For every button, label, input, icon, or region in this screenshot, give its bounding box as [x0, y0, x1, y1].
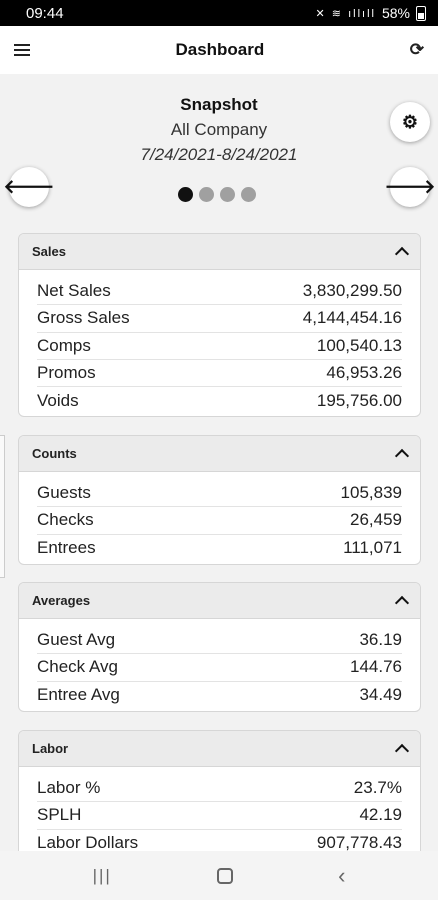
refresh-icon[interactable]: ⟳ — [409, 40, 424, 59]
row-value: 144.76 — [350, 657, 402, 677]
row-value: 34.49 — [359, 685, 402, 705]
row-label: SPLH — [37, 805, 82, 825]
battery-icon — [416, 5, 426, 21]
table-row: Guests 105,839 — [37, 480, 402, 508]
chevron-up-icon[interactable] — [394, 448, 410, 464]
row-label: Entree Avg — [37, 685, 120, 705]
row-value: 26,459 — [350, 510, 402, 530]
row-label: Promos — [37, 363, 96, 383]
card-title: Counts — [32, 446, 77, 461]
row-label: Labor Dollars — [37, 833, 139, 853]
row-value: 36.19 — [359, 630, 402, 650]
table-row: Comps 100,540.13 — [37, 333, 402, 360]
status-time: 09:44 — [26, 4, 64, 22]
system-nav-bar: ||| ‹ — [0, 851, 438, 900]
row-label: Guests — [37, 483, 91, 503]
page-indicator — [178, 187, 256, 202]
page-title: Dashboard — [175, 40, 265, 59]
page-dot-1[interactable] — [178, 187, 193, 202]
averages-card-header[interactable]: Averages — [19, 583, 420, 619]
row-label: Check Avg — [37, 657, 118, 677]
table-row: Entree Avg 34.49 — [37, 682, 402, 709]
counts-card-header[interactable]: Counts — [19, 436, 420, 472]
row-value: 3,830,299.50 — [302, 281, 402, 301]
row-value: 105,839 — [340, 483, 402, 503]
snapshot-company: All Company — [170, 120, 268, 139]
row-label: Net Sales — [37, 281, 111, 301]
home-icon[interactable] — [216, 867, 233, 884]
status-bar: 09:44 ✕ ≋ ıllıll 58% — [0, 0, 438, 26]
table-row: Check Avg 144.76 — [37, 654, 402, 682]
row-value: 195,756.00 — [316, 390, 402, 410]
labor-card: Labor Labor % 23.7% SPLH 42.19 Labor Dolla… — [18, 730, 421, 870]
row-value: 42.19 — [359, 805, 402, 825]
table-row: Promos 46,953.26 — [37, 360, 402, 388]
page-dot-4[interactable] — [241, 187, 256, 202]
snapshot-title: Snapshot — [180, 95, 258, 114]
table-row: Gross Sales 4,144,454.16 — [37, 305, 402, 333]
snapshot-header: Snapshot All Company 7/24/2021-8/24/2021 — [0, 92, 438, 168]
table-row: SPLH 42.19 — [37, 802, 402, 830]
row-label: Voids — [37, 390, 79, 410]
table-row: Net Sales 3,830,299.50 — [37, 278, 402, 306]
labor-card-header[interactable]: Labor — [19, 731, 420, 767]
card-title: Labor — [32, 741, 69, 756]
row-value: 111,071 — [343, 538, 402, 558]
row-value: 4,144,454.16 — [302, 308, 402, 328]
page-dot-2[interactable] — [199, 187, 214, 202]
row-label: Gross Sales — [37, 308, 130, 328]
snapshot-date-range: 7/24/2021-8/24/2021 — [140, 145, 298, 164]
card-title: Sales — [32, 244, 66, 259]
row-value: 100,540.13 — [316, 335, 402, 355]
averages-card: Averages Guest Avg 36.19 Check Avg 144.76 … — [18, 582, 421, 712]
page-dot-3[interactable] — [220, 187, 235, 202]
arrow-right-icon: 🡒 — [384, 177, 436, 198]
previous-button[interactable]: 🡐 — [4, 167, 54, 207]
table-row: Guest Avg 36.19 — [37, 627, 402, 655]
arrow-left-icon: 🡐 — [3, 177, 55, 198]
recents-icon[interactable]: ||| — [92, 865, 112, 885]
chevron-up-icon[interactable] — [394, 246, 410, 262]
signal-icon: ✕ ≋ ıllıll — [315, 7, 376, 20]
row-label: Comps — [37, 335, 91, 355]
chevron-up-icon[interactable] — [394, 595, 410, 611]
counts-card: Counts Guests 105,839 Checks 26,459 Entree… — [18, 435, 421, 565]
row-value: 23.7% — [353, 778, 402, 798]
next-button[interactable]: 🡒 — [385, 167, 435, 207]
table-row: Entrees 111,071 — [37, 535, 402, 562]
row-label: Guest Avg — [37, 630, 116, 650]
chevron-up-icon[interactable] — [394, 743, 410, 759]
gear-icon: ⚙ — [401, 111, 419, 132]
row-value: 46,953.26 — [326, 363, 402, 383]
settings-button[interactable]: ⚙ — [390, 102, 430, 142]
back-icon[interactable]: ‹ — [338, 862, 346, 888]
battery-percent: 58% — [381, 5, 410, 21]
status-right: ✕ ≋ ıllıll 58% — [316, 5, 426, 21]
row-label: Entrees — [37, 538, 96, 558]
sales-card: Sales Net Sales 3,830,299.50 Gross Sales 4… — [18, 233, 421, 418]
row-label: Labor % — [37, 778, 101, 798]
table-row: Labor % 23.7% — [37, 775, 402, 803]
table-row: Labor Dollars 907,778.43 — [37, 830, 402, 857]
sales-card-header[interactable]: Sales — [19, 234, 420, 270]
hamburger-icon[interactable] — [14, 44, 30, 56]
row-label: Checks — [37, 510, 94, 530]
table-row: Checks 26,459 — [37, 507, 402, 535]
side-drawer-handle[interactable] — [0, 435, 5, 578]
app-bar: Dashboard ⟳ — [0, 26, 438, 74]
card-title: Averages — [32, 593, 91, 608]
row-value: 907,778.43 — [316, 833, 402, 853]
table-row: Voids 195,756.00 — [37, 387, 402, 414]
